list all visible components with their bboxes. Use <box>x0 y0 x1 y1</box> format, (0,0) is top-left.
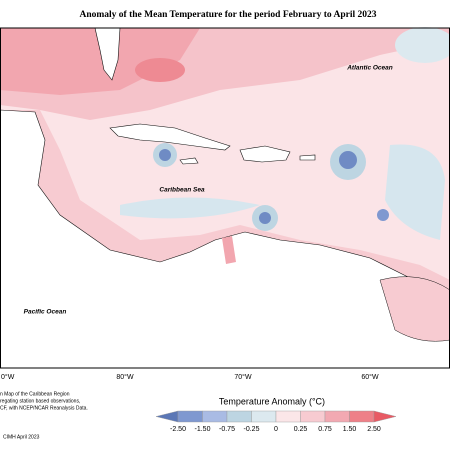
warm-spot <box>135 58 185 82</box>
cool-spot <box>377 209 389 221</box>
colorbar-tick-label: -2.50 <box>170 426 186 433</box>
cool-patch <box>395 27 450 63</box>
colorbar-tick-label: 2.50 <box>367 426 381 433</box>
colorbar-segment <box>349 410 375 423</box>
warm-spot <box>222 236 236 264</box>
cool-band <box>385 144 445 240</box>
longitude-label: 0°W <box>1 373 15 381</box>
cool-band <box>120 197 260 219</box>
colorbar-tick-label: -0.75 <box>219 426 235 433</box>
colorbar-segment <box>226 410 252 423</box>
cool-spot <box>339 151 357 169</box>
colorbar-tick-label: -0.25 <box>244 426 260 433</box>
colorbar-end <box>155 410 179 423</box>
longitude-label: 70°W <box>234 373 252 381</box>
colorbar-segment <box>251 410 277 423</box>
puerto-rico <box>299 154 316 161</box>
colorbar-segment <box>202 410 228 423</box>
longitude-label: 60°W <box>361 373 379 381</box>
legend-title: Temperature Anomaly (°C) <box>219 396 325 406</box>
colorbar: -2.50 -1.50 -0.75 -0.25 0 0.25 0.75 1.50 2.50 <box>155 410 397 433</box>
map-title: Anomaly of the Mean Temperature for the … <box>79 10 376 20</box>
longitude-label: 80°W <box>116 373 134 381</box>
hispaniola <box>239 145 291 163</box>
colorbar-segment <box>275 410 301 423</box>
ocean-label: Atlantic Ocean <box>346 65 393 72</box>
guianas <box>379 276 450 342</box>
colorbar-tick-label: 0.25 <box>294 426 308 433</box>
colorbar-segment <box>177 410 203 423</box>
map <box>0 27 450 369</box>
jamaica <box>179 157 199 165</box>
note: regating station based observations, <box>0 398 80 404</box>
warm-core <box>0 28 200 95</box>
colorbar-tick-label: -1.50 <box>195 426 211 433</box>
colorbar-segment <box>324 410 350 423</box>
ocean-label: Pacific Ocean <box>24 309 67 316</box>
colorbar-tick-label: 1.50 <box>343 426 357 433</box>
cool-spot <box>259 212 271 224</box>
colorbar-end <box>373 410 397 423</box>
ocean-label: Caribbean Sea <box>159 187 205 194</box>
colorbar-segment <box>300 410 326 423</box>
cuba <box>109 123 231 151</box>
colorbar-tick-label: 0 <box>274 426 278 433</box>
note: CF, with NCEP/NCAR Reanalysis Data. <box>0 405 88 411</box>
colorbar-tick-label: 0.75 <box>318 426 332 433</box>
note: CIMH April 2023 <box>3 434 40 440</box>
cool-spot <box>159 149 171 161</box>
note: n Map of the Caribbean Region <box>0 391 70 397</box>
